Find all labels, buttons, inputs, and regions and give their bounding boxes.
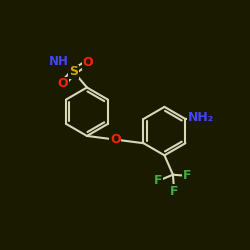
Text: F: F: [183, 170, 192, 182]
Text: O: O: [110, 133, 120, 146]
Text: O: O: [58, 77, 68, 90]
Text: F: F: [154, 174, 163, 187]
Text: F: F: [170, 185, 178, 198]
Text: NH₂: NH₂: [188, 111, 214, 124]
Text: O: O: [82, 56, 93, 69]
Text: NH: NH: [49, 55, 68, 68]
Text: S: S: [69, 65, 78, 78]
